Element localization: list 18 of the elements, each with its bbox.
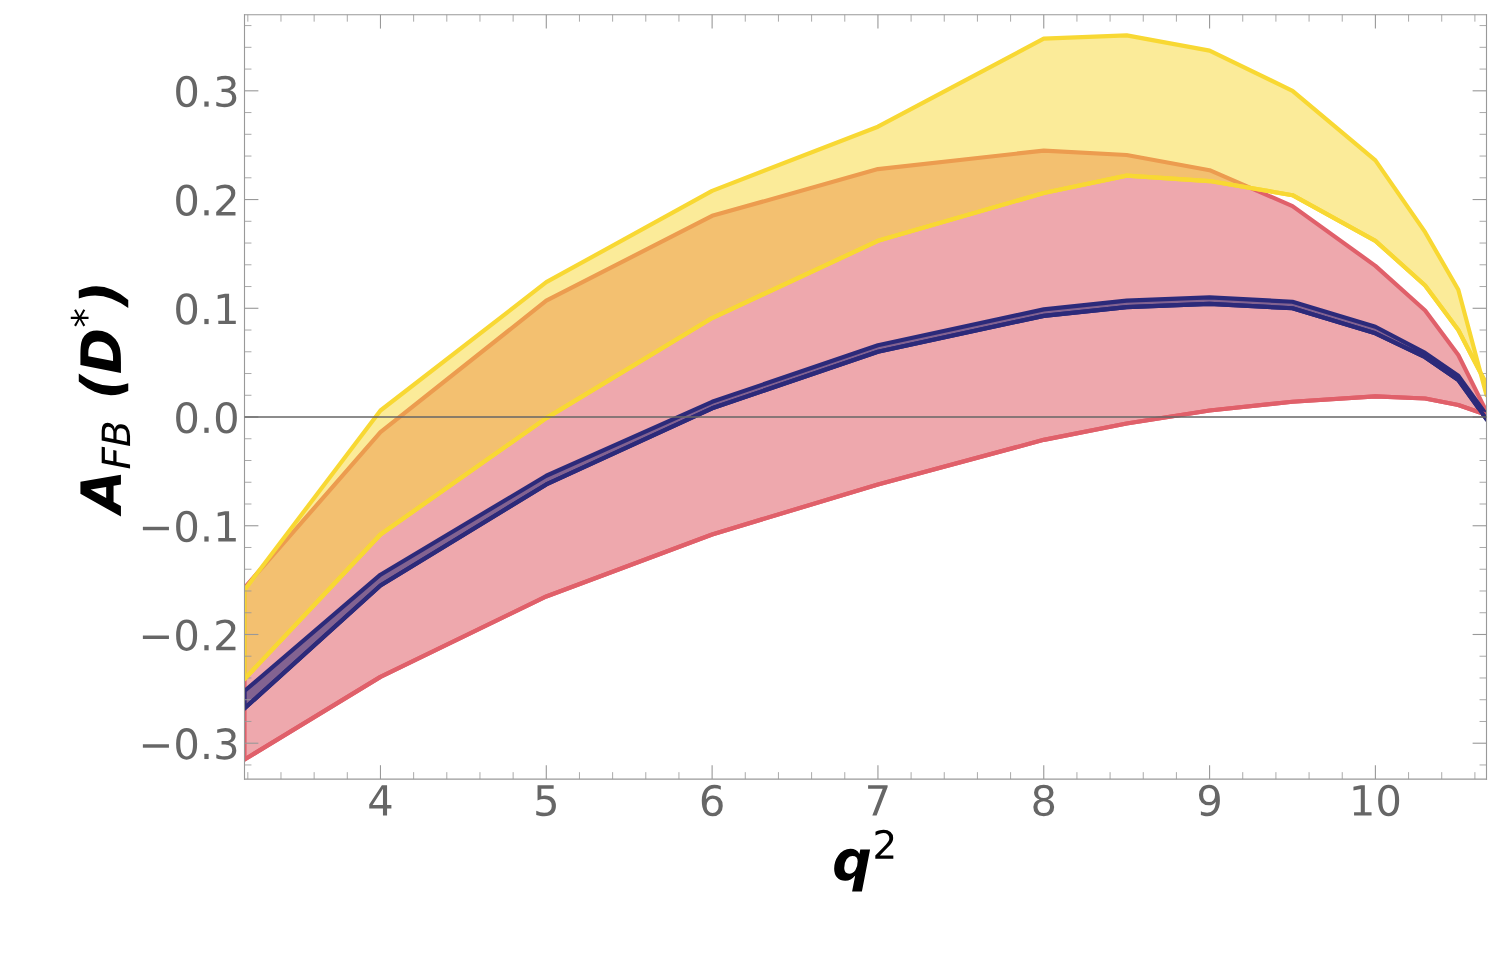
x-tick-label: 6 [701, 784, 723, 817]
y-tick-label: 0.1 [176, 293, 236, 325]
x-tick-label: 8 [1033, 784, 1055, 817]
x-tick-label: 4 [369, 785, 392, 816]
line-series [244, 394, 1487, 762]
x-tick-label: 9 [1198, 784, 1220, 817]
y-tick-label: 0.0 [176, 401, 237, 434]
y-tick-label: −0.3 [142, 728, 237, 760]
y-tick-label: 0.3 [176, 75, 237, 108]
x-axis-title: q$^{2}$ [834, 829, 894, 892]
line-series [244, 173, 1487, 682]
y-tick-label: −0.1 [142, 510, 236, 543]
y-tick-label: 0.2 [176, 184, 236, 216]
x-tick-label: 7 [868, 785, 888, 816]
x-tick-label: 5 [536, 785, 556, 817]
y-tick-label: −0.2 [142, 619, 236, 651]
x-tick-label: 10 [1353, 784, 1400, 817]
y-axis-title: A$_{FB}$ (D$^{*}$) [70, 286, 131, 517]
